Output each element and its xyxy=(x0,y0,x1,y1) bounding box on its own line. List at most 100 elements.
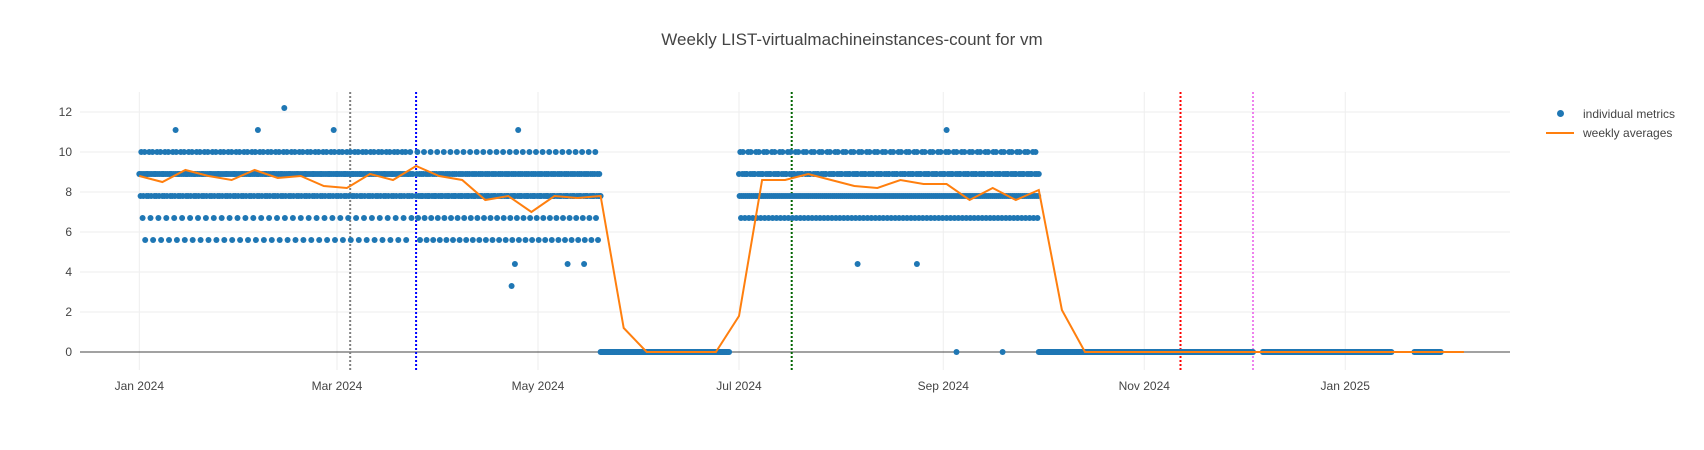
metric-point xyxy=(332,237,338,243)
metric-point xyxy=(592,149,599,155)
metric-point xyxy=(237,237,244,243)
metric-point xyxy=(179,215,186,221)
metric-point xyxy=(1000,149,1007,155)
metric-point xyxy=(196,149,203,155)
legend-item-individual-metrics[interactable]: individual metrics xyxy=(1540,104,1675,123)
legend-item-weekly-averages[interactable]: weekly averages xyxy=(1540,123,1675,142)
metric-point xyxy=(274,215,280,221)
metric-point xyxy=(480,149,487,155)
metric-point xyxy=(324,237,331,243)
metric-point xyxy=(546,215,553,221)
metric-point xyxy=(276,149,282,155)
metric-point xyxy=(542,237,549,243)
metric-point xyxy=(454,215,461,221)
metric-point xyxy=(553,215,560,221)
metric-point xyxy=(509,237,516,243)
metric-point xyxy=(993,149,999,155)
y-tick-label: 6 xyxy=(65,225,72,239)
metric-point xyxy=(163,215,170,221)
metric-point xyxy=(384,215,391,221)
metric-point xyxy=(234,215,241,221)
metric-point xyxy=(486,149,493,155)
metric-point xyxy=(739,149,746,155)
metric-point xyxy=(906,149,912,155)
metric-point xyxy=(513,215,520,221)
metric-point xyxy=(417,237,423,243)
metric-point xyxy=(456,237,463,243)
metric-point xyxy=(371,237,378,243)
metric-point xyxy=(573,215,580,221)
metric-point xyxy=(588,237,595,243)
metric-point xyxy=(467,215,474,221)
metric-point xyxy=(803,149,810,155)
metric-point xyxy=(347,237,354,243)
metric-point xyxy=(953,149,960,155)
metric-point xyxy=(229,237,236,243)
metric-point xyxy=(572,149,579,155)
metric-point xyxy=(929,149,936,155)
x-tick-label: Sep 2024 xyxy=(918,379,970,393)
metric-point xyxy=(195,215,201,221)
metric-point xyxy=(213,237,220,243)
metric-point xyxy=(441,215,448,221)
metric-point xyxy=(308,237,315,243)
y-tick-label: 0 xyxy=(65,345,72,359)
metric-point xyxy=(172,127,179,133)
metric-point xyxy=(476,237,483,243)
y-tick-label: 4 xyxy=(65,265,72,279)
metric-point xyxy=(284,237,291,243)
metric-point xyxy=(890,149,897,155)
x-tick-label: Jan 2025 xyxy=(1321,379,1371,393)
metric-point xyxy=(250,215,257,221)
metric-point xyxy=(562,237,568,243)
metric-point xyxy=(533,215,540,221)
weekly-averages-line xyxy=(139,164,1464,353)
metric-point xyxy=(961,149,968,155)
metric-point xyxy=(210,215,217,221)
metric-point xyxy=(414,149,421,155)
metric-point xyxy=(244,149,251,155)
metric-point xyxy=(463,237,470,243)
metric-point xyxy=(387,237,394,243)
metric-point xyxy=(747,149,754,155)
metric-point xyxy=(540,215,547,221)
metric-point xyxy=(461,215,468,221)
metric-point xyxy=(236,149,243,155)
metric-point xyxy=(281,105,288,111)
y-tick-label: 12 xyxy=(59,105,73,119)
x-axis: Jan 2024 Mar 2024 May 2024 Jul 2024 Sep 2024… xyxy=(115,379,1371,393)
metric-point xyxy=(378,149,385,155)
metric-point xyxy=(212,149,219,155)
metric-point xyxy=(787,149,794,155)
metric-point xyxy=(205,237,212,243)
metric-point xyxy=(386,149,393,155)
metric-point xyxy=(423,237,430,243)
metric-point xyxy=(189,237,196,243)
metric-point xyxy=(474,215,481,221)
metric-point xyxy=(353,215,360,221)
metric-point xyxy=(394,149,401,155)
metric-point xyxy=(969,149,976,155)
metric-point xyxy=(376,215,383,221)
metric-point xyxy=(155,215,162,221)
metric-point xyxy=(481,215,487,221)
metric-point xyxy=(157,149,164,155)
metric-point xyxy=(585,149,592,155)
metric-point xyxy=(254,127,261,133)
metric-point xyxy=(361,215,367,221)
y-tick-label: 8 xyxy=(65,185,72,199)
metric-point xyxy=(595,237,601,243)
metric-point xyxy=(395,237,402,243)
metric-point xyxy=(502,237,509,243)
metric-point xyxy=(508,283,515,289)
metric-point xyxy=(579,149,586,155)
metric-point xyxy=(141,149,148,155)
x-tick-label: Nov 2024 xyxy=(1119,379,1171,393)
metric-point xyxy=(453,149,460,155)
metric-point xyxy=(763,149,770,155)
metric-point xyxy=(943,127,950,133)
metric-point xyxy=(575,237,582,243)
metric-point xyxy=(228,149,235,155)
metric-point xyxy=(300,237,307,243)
